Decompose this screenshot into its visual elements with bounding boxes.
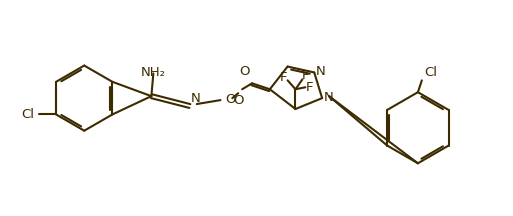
Text: NH₂: NH₂ [141,65,166,79]
Text: F: F [302,69,309,82]
Text: F: F [306,81,313,94]
Text: O: O [233,94,244,107]
Text: O: O [239,65,249,78]
Text: N: N [316,65,326,78]
Text: N: N [191,92,201,105]
Text: O: O [225,93,236,106]
Text: Cl: Cl [21,108,34,121]
Text: N: N [324,91,334,104]
Text: Cl: Cl [424,66,437,79]
Text: F: F [280,71,287,84]
